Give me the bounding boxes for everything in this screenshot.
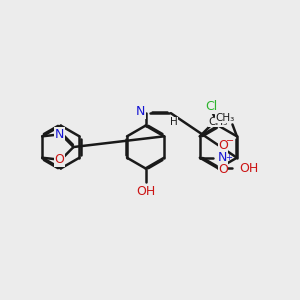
Text: OH: OH <box>136 185 155 198</box>
Text: O: O <box>55 153 64 166</box>
Text: N: N <box>218 151 227 164</box>
Text: −: − <box>226 136 234 146</box>
Text: N: N <box>55 128 64 141</box>
Text: OH: OH <box>239 162 258 175</box>
Text: Cl: Cl <box>205 100 217 113</box>
Text: O: O <box>218 139 228 152</box>
Text: CH₃: CH₃ <box>215 113 235 123</box>
Text: O: O <box>218 163 228 176</box>
Text: N: N <box>136 105 145 118</box>
Text: H: H <box>170 117 178 127</box>
Text: CH₃: CH₃ <box>208 117 227 127</box>
Text: +: + <box>225 153 232 162</box>
